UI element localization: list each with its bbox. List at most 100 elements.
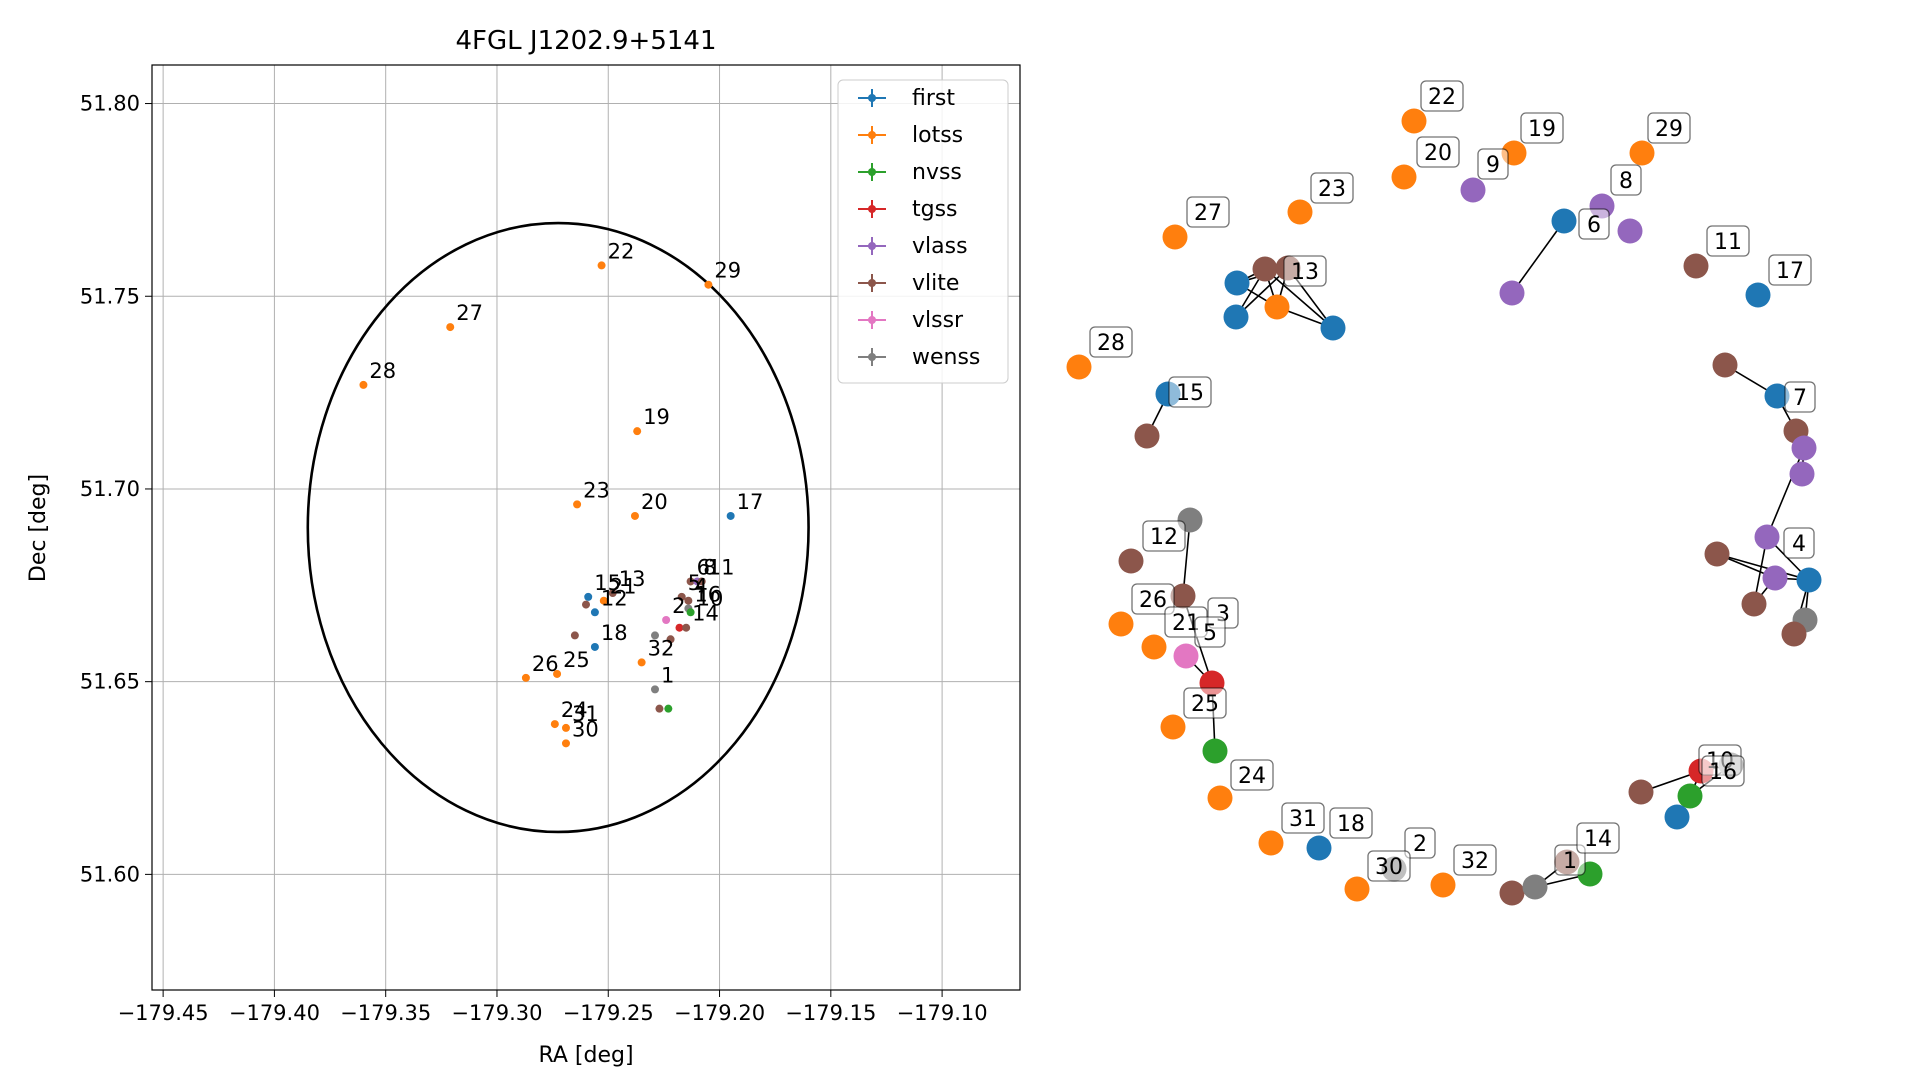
error-ellipse bbox=[306, 221, 810, 834]
network-node-vlssr bbox=[1173, 643, 1199, 669]
network-node-vlite bbox=[1118, 548, 1144, 574]
network-label-box bbox=[1520, 112, 1564, 144]
network-edge bbox=[1182, 519, 1191, 597]
network-node-label: 26 bbox=[1131, 583, 1175, 615]
network-label-box bbox=[1416, 136, 1460, 168]
network-label-text: 29 bbox=[1655, 117, 1683, 142]
network-label-box bbox=[1404, 827, 1436, 859]
network-node-vlite bbox=[1170, 583, 1196, 609]
network-node-vlass bbox=[1789, 461, 1815, 487]
point-label: 21 bbox=[610, 575, 637, 599]
network-edge bbox=[1716, 553, 1810, 581]
network-node-label: 7 bbox=[1784, 381, 1816, 413]
point-vlite bbox=[608, 589, 617, 598]
point-label: 13 bbox=[619, 567, 646, 591]
point-label: 4 bbox=[694, 575, 707, 599]
x-tick-label: −179.45 bbox=[118, 1001, 209, 1025]
network-node-lotss bbox=[1258, 830, 1284, 856]
legend-dot-tgss bbox=[868, 205, 876, 213]
network-node-first bbox=[1320, 315, 1346, 341]
point-wenss bbox=[650, 685, 659, 694]
network-label-text: 22 bbox=[1428, 85, 1456, 110]
point-nvss bbox=[686, 608, 695, 617]
network-label-text: 5 bbox=[1203, 621, 1217, 646]
network-node-vlite bbox=[1252, 256, 1278, 282]
network-node-vlite bbox=[1781, 621, 1807, 647]
point-label: 14 bbox=[692, 602, 719, 626]
network-label-box bbox=[1554, 844, 1586, 876]
point-vlite bbox=[666, 635, 675, 644]
network-node-vlass bbox=[1762, 565, 1788, 591]
point-lotss bbox=[550, 720, 559, 729]
y-tick-label: 51.70 bbox=[80, 477, 140, 501]
network-edge bbox=[1511, 220, 1565, 294]
network-label-text: 11 bbox=[1714, 230, 1742, 255]
point-vlssr bbox=[662, 616, 671, 624]
point-label: 27 bbox=[456, 301, 483, 325]
network-node-first bbox=[1764, 383, 1790, 409]
legend-dot-wenss bbox=[868, 353, 876, 361]
network-label-box bbox=[1610, 164, 1642, 196]
point-lotss bbox=[521, 673, 530, 682]
network-label-box bbox=[1283, 255, 1327, 287]
network-label-text: 13 bbox=[1291, 260, 1319, 285]
network-node-label: 27 bbox=[1186, 196, 1230, 228]
x-tick-label: −179.30 bbox=[451, 1001, 542, 1025]
point-label: 8 bbox=[703, 555, 716, 579]
y-tick-label: 51.75 bbox=[80, 284, 140, 308]
network-node-lotss bbox=[1264, 294, 1290, 320]
point-label: 29 bbox=[714, 259, 741, 283]
point-label: 25 bbox=[563, 648, 590, 672]
network-label-box bbox=[1142, 520, 1186, 552]
point-lotss bbox=[704, 280, 713, 289]
network-node-label: 8 bbox=[1610, 164, 1642, 196]
legend-dot-nvss bbox=[868, 168, 876, 176]
network-node-label: 31 bbox=[1281, 802, 1325, 834]
network-label-box bbox=[1647, 112, 1691, 144]
network-node-first bbox=[1745, 282, 1771, 308]
network-node-vlite bbox=[1683, 253, 1709, 279]
point-label: 1 bbox=[661, 663, 674, 687]
point-vlite bbox=[684, 596, 693, 605]
network-label-text: 20 bbox=[1424, 141, 1452, 166]
point-lotss bbox=[633, 427, 642, 436]
network-node-first bbox=[1551, 208, 1577, 234]
network-node-label: 20 bbox=[1416, 136, 1460, 168]
network-node-first bbox=[1224, 270, 1250, 296]
network-node-label: 17 bbox=[1768, 254, 1812, 286]
network-node-first bbox=[1223, 304, 1249, 330]
legend-label-vlite: vlite bbox=[912, 271, 959, 296]
network-label-text: 14 bbox=[1584, 827, 1612, 852]
network-label-box bbox=[1578, 208, 1610, 240]
network-label-box bbox=[1194, 616, 1226, 648]
point-label: 12 bbox=[601, 586, 628, 610]
network-label-text: 31 bbox=[1289, 807, 1317, 832]
legend-dot-vlite bbox=[868, 279, 876, 287]
point-tgss bbox=[675, 623, 684, 632]
x-tick-label: −179.10 bbox=[897, 1001, 988, 1025]
network-node-label: 25 bbox=[1183, 687, 1227, 719]
error-ellipse-outline bbox=[306, 221, 810, 834]
legend-label-vlssr: vlssr bbox=[912, 308, 964, 333]
legend-label-wenss: wenss bbox=[912, 345, 980, 370]
legend-label-first: first bbox=[912, 86, 955, 111]
network-node-lotss bbox=[1160, 714, 1186, 740]
point-label: 32 bbox=[648, 636, 675, 660]
network-node-label: 15 bbox=[1168, 376, 1212, 408]
network-label-text: 12 bbox=[1150, 525, 1178, 550]
network-node-lotss bbox=[1162, 224, 1188, 250]
point-label: 28 bbox=[369, 359, 396, 383]
network-node-label: 9 bbox=[1477, 148, 1509, 180]
network-label-text: 18 bbox=[1337, 812, 1365, 837]
point-vlite bbox=[686, 577, 695, 586]
network-label-box bbox=[1453, 844, 1497, 876]
point-lotss bbox=[561, 739, 570, 748]
network-label-text: 27 bbox=[1194, 201, 1222, 226]
point-lotss bbox=[599, 596, 608, 605]
network-label-text: 25 bbox=[1191, 692, 1219, 717]
x-tick-label: −179.15 bbox=[785, 1001, 876, 1025]
point-label: 5 bbox=[688, 571, 701, 595]
point-label: 30 bbox=[572, 717, 599, 741]
point-label: 26 bbox=[532, 652, 559, 676]
